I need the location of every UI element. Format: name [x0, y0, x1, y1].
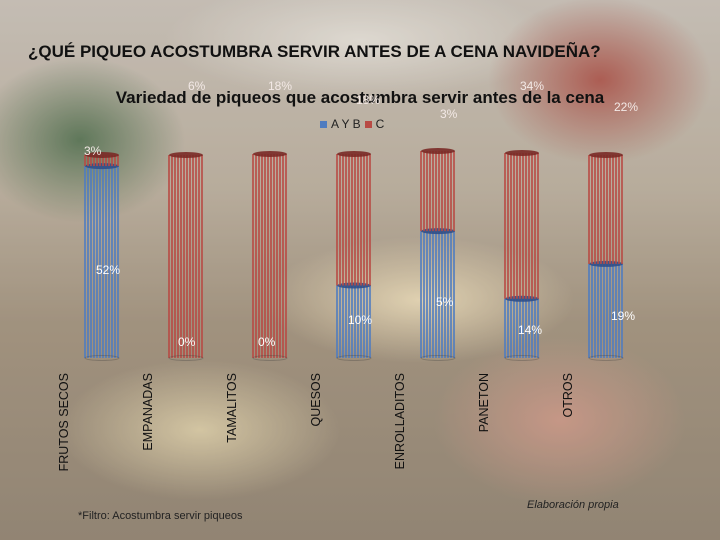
category-label-enrolladitos: ENROLLADITOS: [393, 373, 407, 469]
bar-ayb-cap-frutos-secos: [85, 163, 119, 170]
bar-c-tamalitos: [252, 154, 287, 358]
legend-swatch-ayb: [320, 120, 327, 128]
bar-c-cap-enrolladitos: [421, 148, 455, 154]
bar-base-otros: [588, 355, 624, 361]
data-label-quesos-c: 18%: [356, 93, 380, 107]
bar-ayb-cap-otros: [589, 260, 623, 267]
data-label-tamalitos-c: 18%: [268, 79, 292, 93]
legend-swatch-c: [364, 120, 372, 128]
bar-ayb-quesos: [336, 285, 371, 358]
bar-c-cap-tamalitos: [253, 151, 287, 157]
data-label-frutos-secos-ayb: 52%: [96, 263, 120, 277]
bar-c-cap-quesos: [337, 151, 371, 157]
bar-ayb-enrolladitos: [420, 231, 455, 358]
bar-c-cap-paneton: [505, 150, 539, 156]
data-label-otros-ayb: 19%: [611, 309, 635, 323]
category-label-paneton: PANETON: [477, 373, 491, 432]
bar-base-frutos-secos: [84, 355, 120, 361]
footnote: *Filtro: Acostumbra servir piqueos: [78, 510, 243, 522]
bar-ayb-cap-paneton: [505, 295, 539, 302]
bar-c-cap-frutos-secos: [85, 152, 119, 158]
bar-c-paneton: [504, 153, 539, 299]
bar-c-empanadas: [168, 155, 203, 358]
bar-ayb-otros: [588, 263, 623, 358]
bar-c-cap-otros: [589, 152, 623, 158]
bar-ayb-cap-quesos: [337, 282, 371, 289]
bar-base-enrolladitos: [420, 355, 456, 361]
chart-legend: A Y B C: [320, 117, 384, 131]
data-label-paneton-ayb: 14%: [518, 323, 542, 337]
bar-c-otros: [588, 155, 623, 264]
bar-c-quesos: [336, 154, 371, 286]
data-label-tamalitos-ayb: 0%: [258, 335, 276, 349]
bar-ayb-cap-enrolladitos: [421, 228, 455, 235]
data-label-frutos-secos-c: 3%: [84, 144, 102, 158]
data-label-empanadas-c: 6%: [188, 79, 206, 93]
bar-c-enrolladitos: [420, 151, 455, 232]
category-label-tamalitos: TAMALITOS: [225, 373, 239, 443]
bar-ayb-frutos-secos: [84, 166, 119, 358]
bar-base-tamalitos: [252, 355, 288, 361]
bar-ayb-paneton: [504, 298, 539, 358]
data-label-otros-c: 22%: [614, 100, 638, 114]
bar-base-empanadas: [168, 355, 204, 361]
data-label-empanadas-ayb: 0%: [178, 335, 196, 349]
credit-text: Elaboración propia: [527, 499, 619, 511]
legend-label-ayb: A Y B: [331, 117, 361, 131]
data-label-enrolladitos-c: 3%: [440, 107, 458, 121]
data-label-quesos-ayb: 10%: [348, 313, 372, 327]
data-label-enrolladitos-ayb: 5%: [436, 295, 454, 309]
bar-base-quesos: [336, 355, 372, 361]
category-label-empanadas: EMPANADAS: [141, 373, 155, 451]
category-label-otros: OTROS: [561, 373, 575, 417]
chart-subtitle: Variedad de piqueos que acostumbra servi…: [115, 88, 605, 107]
category-label-frutos-secos: FRUTOS SECOS: [57, 373, 71, 471]
category-label-quesos: QUESOS: [309, 373, 323, 427]
bar-c-cap-empanadas: [169, 152, 203, 158]
legend-label-c: C: [375, 117, 385, 131]
data-label-paneton-c: 34%: [520, 79, 544, 93]
page-title: ¿QUÉ PIQUEO ACOSTUMBRA SERVIR ANTES DE A…: [28, 42, 601, 61]
bar-base-paneton: [504, 355, 540, 361]
